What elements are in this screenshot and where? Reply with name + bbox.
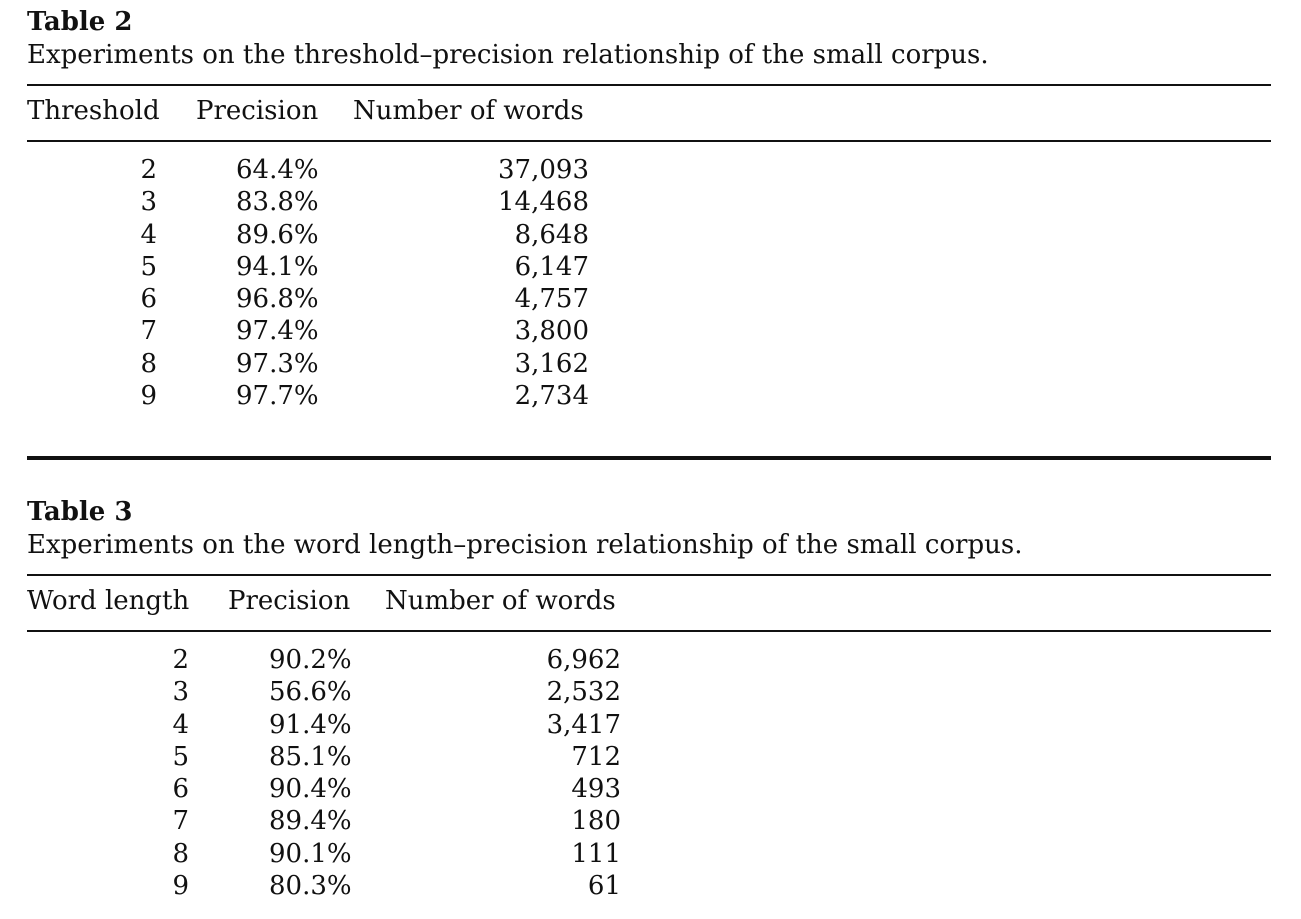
table-header: Threshold Precision Number of words bbox=[27, 86, 1271, 140]
table-body: 2 90.2% 6,962 3 56.6% 2,532 4 91.4% 3,41… bbox=[27, 632, 1271, 902]
cell-number-of-words: 14,468 bbox=[498, 187, 589, 218]
cell-number-of-words: 2,532 bbox=[546, 677, 621, 708]
table-body: 2 64.4% 37,093 3 83.8% 14,468 4 89.6% 8,… bbox=[27, 142, 1271, 412]
cell-precision: 97.7% bbox=[236, 381, 319, 412]
cell-threshold: 5 bbox=[140, 251, 157, 282]
cell-precision: 89.4% bbox=[269, 806, 352, 837]
header-number-of-words: Number of words bbox=[353, 96, 584, 126]
cell-number-of-words: 6,962 bbox=[546, 645, 621, 675]
cell-word-length: 7 bbox=[172, 806, 189, 837]
table-row: 4 89.6% 8,648 bbox=[27, 219, 1271, 251]
table-row: 7 97.4% 3,800 bbox=[27, 315, 1271, 347]
cell-precision: 64.4% bbox=[236, 155, 319, 185]
table-row: 6 90.4% 493 bbox=[27, 773, 1271, 805]
header-precision: Precision bbox=[228, 586, 351, 616]
cell-precision: 80.3% bbox=[269, 871, 352, 902]
cell-precision: 97.4% bbox=[236, 316, 319, 347]
table-row: 5 94.1% 6,147 bbox=[27, 251, 1271, 283]
header-number-of-words: Number of words bbox=[385, 586, 616, 616]
cell-precision: 56.6% bbox=[269, 677, 352, 708]
cell-number-of-words: 3,162 bbox=[514, 348, 589, 379]
table-2: Table 2 Experiments on the threshold–pre… bbox=[27, 6, 1271, 412]
header-rule bbox=[27, 630, 1271, 632]
table-3: Table 3 Experiments on the word length–p… bbox=[27, 496, 1271, 902]
cell-word-length: 3 bbox=[172, 677, 189, 708]
cell-precision: 91.4% bbox=[269, 709, 352, 740]
cell-number-of-words: 37,093 bbox=[498, 155, 589, 185]
table-caption: Experiments on the threshold–precision r… bbox=[27, 40, 989, 70]
table-label: Table 2 bbox=[27, 7, 133, 37]
cell-threshold: 2 bbox=[140, 155, 157, 185]
cell-number-of-words: 180 bbox=[571, 806, 621, 837]
header-precision: Precision bbox=[196, 96, 319, 126]
cell-word-length: 5 bbox=[172, 741, 189, 772]
cell-threshold: 6 bbox=[140, 284, 157, 315]
cell-word-length: 6 bbox=[172, 774, 189, 805]
table-row: 9 80.3% 61 bbox=[27, 870, 1271, 902]
cell-number-of-words: 4,757 bbox=[514, 284, 589, 315]
cell-threshold: 8 bbox=[140, 348, 157, 379]
cell-precision: 90.2% bbox=[269, 645, 352, 675]
cell-number-of-words: 2,734 bbox=[514, 381, 589, 412]
cell-number-of-words: 61 bbox=[587, 871, 621, 902]
table-row: 5 85.1% 712 bbox=[27, 741, 1271, 773]
cell-precision: 94.1% bbox=[236, 251, 319, 282]
cell-word-length: 9 bbox=[172, 871, 189, 902]
cell-precision: 83.8% bbox=[236, 187, 319, 218]
cell-precision: 97.3% bbox=[236, 348, 319, 379]
header-word-length: Word length bbox=[27, 586, 190, 616]
table-caption: Experiments on the word length–precision… bbox=[27, 530, 1023, 560]
table-row: 2 90.2% 6,962 bbox=[27, 644, 1271, 676]
cell-precision: 90.1% bbox=[269, 838, 352, 869]
cell-number-of-words: 3,800 bbox=[514, 316, 589, 347]
cell-number-of-words: 493 bbox=[571, 774, 621, 805]
table-row: 8 97.3% 3,162 bbox=[27, 348, 1271, 380]
cell-word-length: 2 bbox=[172, 645, 189, 675]
cell-word-length: 8 bbox=[172, 838, 189, 869]
cell-precision: 90.4% bbox=[269, 774, 352, 805]
section-divider bbox=[27, 456, 1271, 460]
header-threshold: Threshold bbox=[27, 96, 160, 126]
cell-word-length: 4 bbox=[172, 709, 189, 740]
table-row: 4 91.4% 3,417 bbox=[27, 709, 1271, 741]
top-rule bbox=[27, 574, 1271, 576]
header-rule bbox=[27, 140, 1271, 142]
cell-number-of-words: 3,417 bbox=[546, 709, 621, 740]
table-row: 3 83.8% 14,468 bbox=[27, 186, 1271, 218]
cell-number-of-words: 6,147 bbox=[514, 251, 589, 282]
cell-threshold: 4 bbox=[140, 219, 157, 250]
cell-precision: 89.6% bbox=[236, 219, 319, 250]
cell-number-of-words: 111 bbox=[571, 838, 621, 869]
table-row: 8 90.1% 111 bbox=[27, 838, 1271, 870]
table-row: 6 96.8% 4,757 bbox=[27, 283, 1271, 315]
cell-number-of-words: 712 bbox=[571, 741, 621, 772]
table-row: 3 56.6% 2,532 bbox=[27, 676, 1271, 708]
top-rule bbox=[27, 84, 1271, 86]
cell-precision: 85.1% bbox=[269, 741, 352, 772]
cell-precision: 96.8% bbox=[236, 284, 319, 315]
table-row: 2 64.4% 37,093 bbox=[27, 154, 1271, 186]
table-row: 9 97.7% 2,734 bbox=[27, 380, 1271, 412]
cell-threshold: 3 bbox=[140, 187, 157, 218]
cell-threshold: 9 bbox=[140, 381, 157, 412]
table-row: 7 89.4% 180 bbox=[27, 805, 1271, 837]
table-header: Word length Precision Number of words bbox=[27, 576, 1271, 630]
cell-number-of-words: 8,648 bbox=[514, 219, 589, 250]
cell-threshold: 7 bbox=[140, 316, 157, 347]
table-label: Table 3 bbox=[27, 497, 133, 527]
